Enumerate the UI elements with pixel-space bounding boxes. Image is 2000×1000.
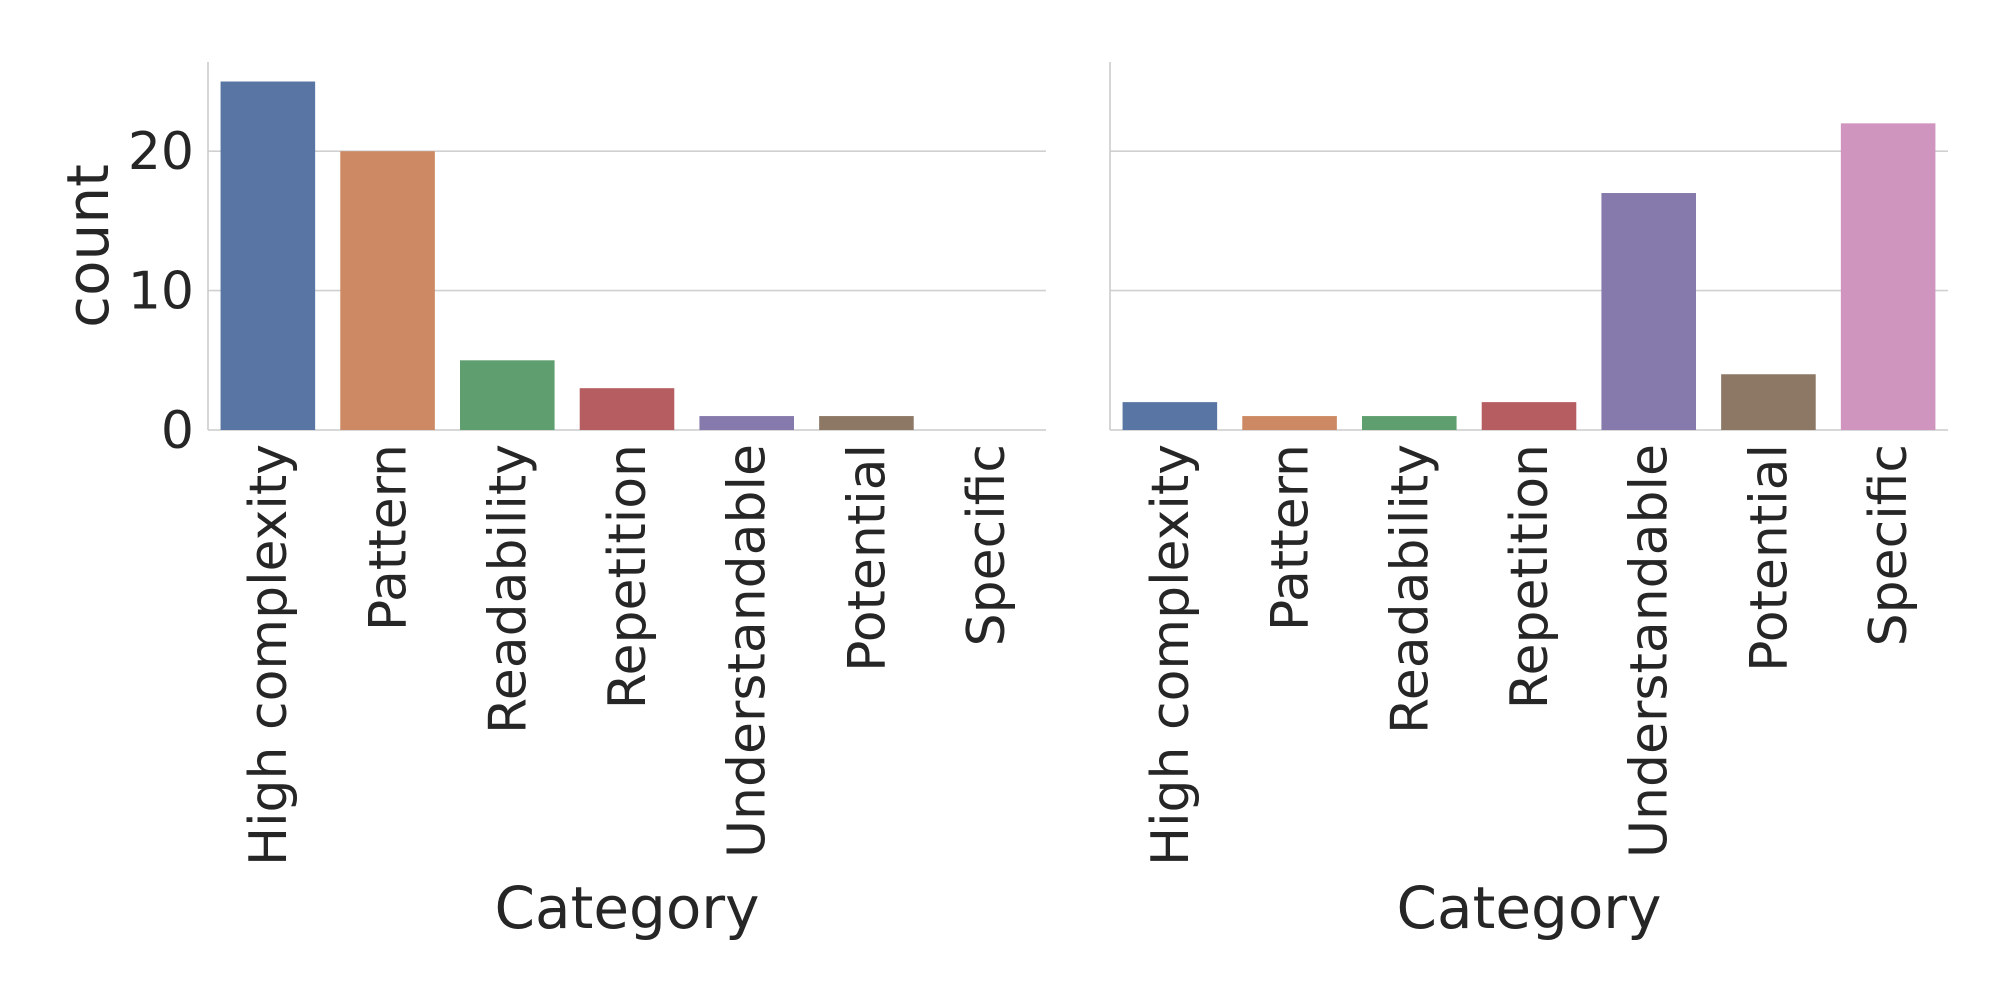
bar-readability bbox=[1361, 416, 1457, 430]
x-tick-label: Readability bbox=[478, 444, 538, 734]
right-chart-panel: High complexity Pattern Readability Repetit… bbox=[1109, 62, 1948, 942]
bar-understandable bbox=[1601, 193, 1697, 430]
y-tick-label: 0 bbox=[161, 401, 194, 461]
x-tick-label: Understandable bbox=[1620, 444, 1680, 858]
x-tick-label: Repetition bbox=[1500, 444, 1560, 709]
x-axis-title: Category bbox=[495, 874, 760, 942]
y-axis-title: count bbox=[54, 164, 122, 328]
bar-understandable bbox=[699, 416, 795, 430]
bar-specific bbox=[1840, 123, 1936, 430]
bar-repetition bbox=[579, 388, 675, 430]
bar-pattern bbox=[1242, 416, 1337, 430]
x-tick-label: Readability bbox=[1380, 444, 1440, 734]
x-tick-label: Pattern bbox=[1261, 444, 1321, 631]
y-tick-label: 10 bbox=[128, 262, 194, 322]
x-tick-label: High complexity bbox=[1141, 444, 1201, 866]
bar-potential bbox=[1721, 374, 1816, 430]
x-tick-label: Understandable bbox=[718, 444, 778, 858]
bar-high-complexity bbox=[220, 81, 316, 431]
x-axis-title: Category bbox=[1397, 874, 1662, 942]
bar-readability bbox=[459, 360, 555, 430]
x-tick-label: Specific bbox=[1859, 444, 1919, 646]
bar-high-complexity bbox=[1122, 402, 1218, 430]
x-tick-label: High complexity bbox=[239, 444, 299, 866]
bar-potential bbox=[819, 416, 914, 430]
x-tick-label: Pattern bbox=[359, 444, 419, 631]
x-tick-label: Repetition bbox=[598, 444, 658, 709]
bar-pattern bbox=[340, 151, 435, 430]
x-tick-label: Specific bbox=[957, 444, 1017, 646]
y-tick-label: 20 bbox=[128, 122, 194, 182]
bar-repetition bbox=[1481, 402, 1577, 430]
x-tick-label: Potential bbox=[837, 444, 897, 672]
x-tick-label: Potential bbox=[1739, 444, 1799, 672]
